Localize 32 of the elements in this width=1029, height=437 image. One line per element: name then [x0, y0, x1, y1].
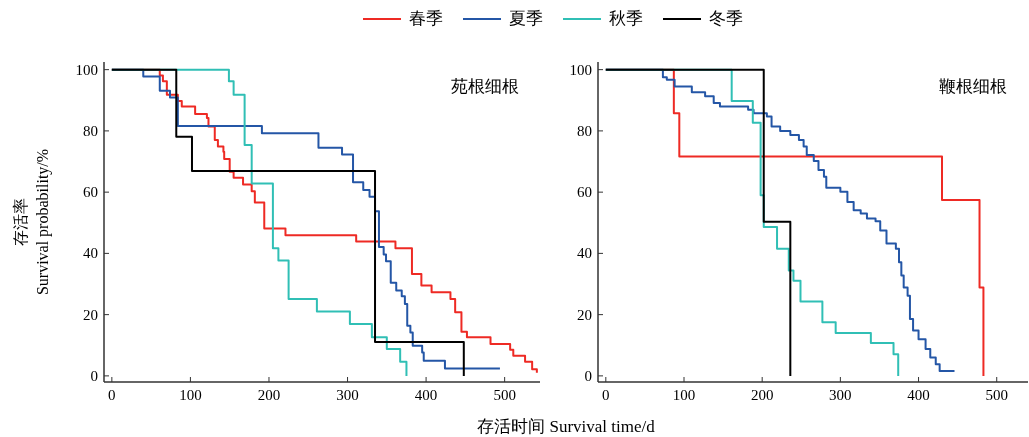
y-tick-label: 40 — [83, 245, 98, 262]
legend-label: 夏季 — [509, 9, 543, 28]
y-tick-label: 100 — [569, 61, 592, 78]
y-tick-label: 60 — [83, 184, 98, 201]
text: 苑根细根 — [451, 77, 519, 96]
x-tick-label: 300 — [336, 387, 359, 403]
x-tick-label: 0 — [602, 387, 610, 403]
legend-label: 冬季 — [709, 9, 743, 28]
x-tick-label: 500 — [493, 387, 516, 403]
y-tick-label: 0 — [584, 367, 592, 384]
y-tick-label: 80 — [577, 122, 592, 139]
x-tick-label: 400 — [414, 387, 438, 403]
x-tick-label: 100 — [672, 387, 696, 403]
x-tick-label: 500 — [985, 387, 1008, 403]
x-tick-label: 400 — [907, 387, 930, 403]
legend-label: 春季 — [409, 9, 443, 28]
y-tick-label: 0 — [90, 367, 98, 384]
x-tick-label: 300 — [829, 387, 852, 403]
x-tick-label: 200 — [257, 387, 281, 403]
x-tick-label: 200 — [750, 387, 774, 403]
x-axis-title: 存活时间 Survival time/d — [477, 417, 656, 436]
legend-label: 秋季 — [609, 9, 643, 28]
x-tick-label: 100 — [179, 387, 202, 403]
y-tick-label: 100 — [75, 61, 98, 78]
y-tick-label: 20 — [577, 306, 592, 323]
x-tick-label: 0 — [108, 387, 116, 403]
y-axis-title: 存活率 Survival probability/% — [12, 148, 52, 296]
text: 鞭根细根 — [939, 77, 1007, 96]
y-tick-label: 20 — [83, 306, 98, 323]
y-tick-label: 80 — [83, 122, 98, 139]
y-tick-label: 60 — [577, 184, 592, 201]
y-tick-label: 40 — [577, 245, 592, 262]
